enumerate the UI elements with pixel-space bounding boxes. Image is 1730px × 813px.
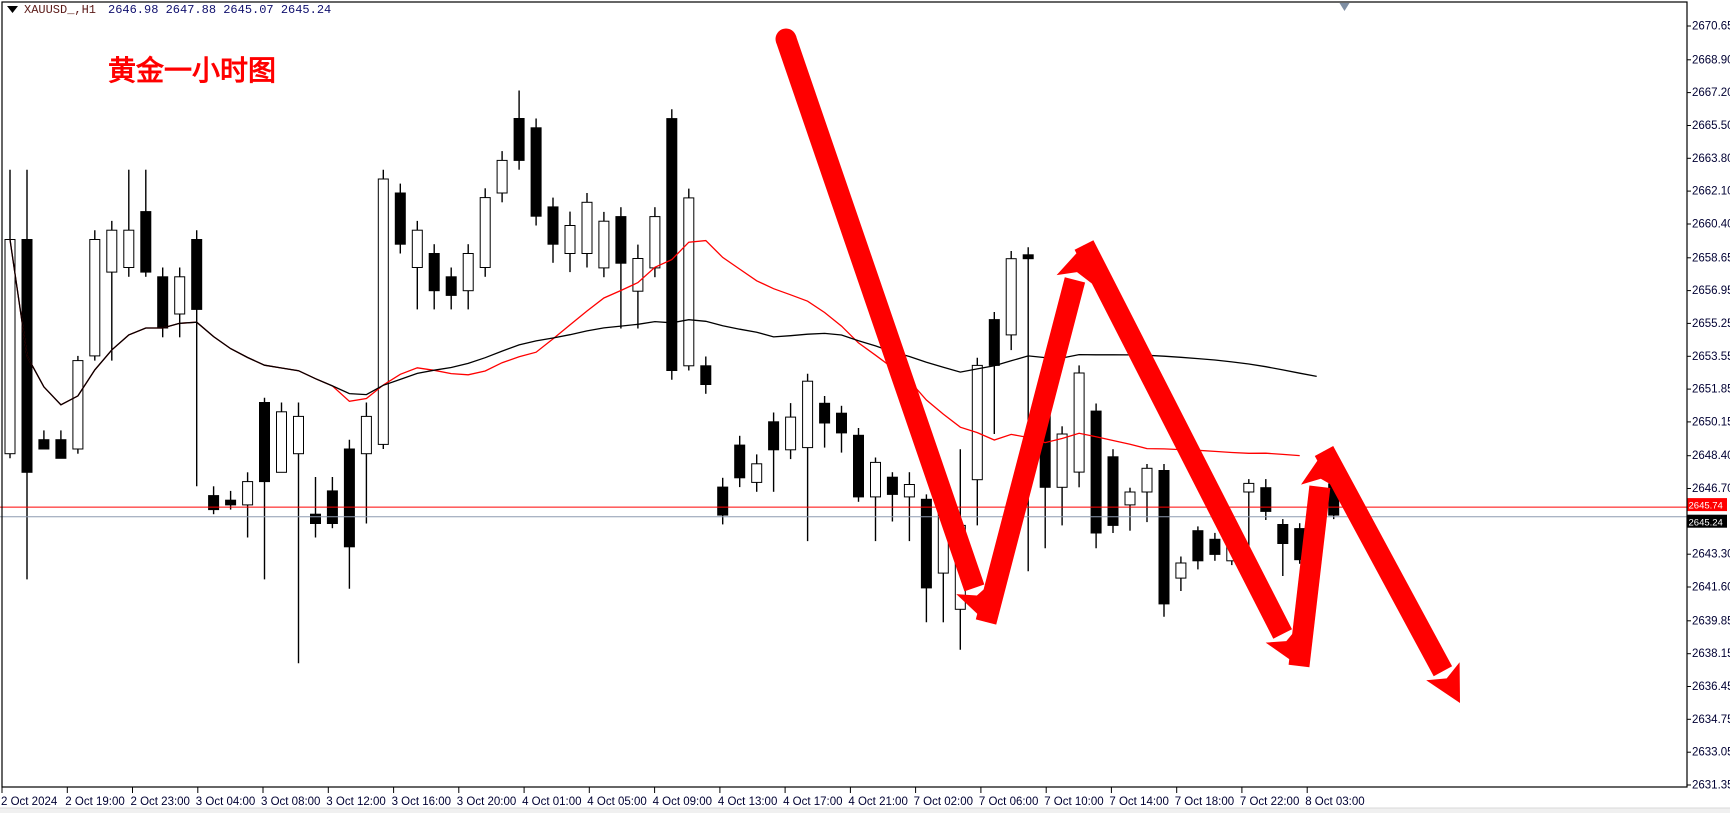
svg-text:7 Oct 02:00: 7 Oct 02:00 bbox=[914, 796, 973, 808]
svg-text:2658.65: 2658.65 bbox=[1692, 252, 1730, 264]
svg-text:2663.80: 2663.80 bbox=[1692, 153, 1730, 165]
svg-text:8 Oct 03:00: 8 Oct 03:00 bbox=[1305, 796, 1364, 808]
svg-text:2634.75: 2634.75 bbox=[1692, 714, 1730, 726]
svg-text:2651.85: 2651.85 bbox=[1692, 384, 1730, 396]
svg-text:3 Oct 12:00: 3 Oct 12:00 bbox=[326, 796, 385, 808]
svg-text:4 Oct 05:00: 4 Oct 05:00 bbox=[587, 796, 646, 808]
svg-text:2 Oct 23:00: 2 Oct 23:00 bbox=[131, 796, 190, 808]
svg-text:7 Oct 10:00: 7 Oct 10:00 bbox=[1044, 796, 1103, 808]
svg-text:2646.98 2647.88 2645.07 2645.2: 2646.98 2647.88 2645.07 2645.24 bbox=[108, 3, 331, 17]
svg-text:2641.60: 2641.60 bbox=[1692, 582, 1730, 594]
svg-text:2655.25: 2655.25 bbox=[1692, 318, 1730, 330]
svg-text:7 Oct 14:00: 7 Oct 14:00 bbox=[1109, 796, 1168, 808]
svg-text:2667.20: 2667.20 bbox=[1692, 87, 1730, 99]
svg-text:2645.74: 2645.74 bbox=[1689, 500, 1723, 511]
svg-text:2638.15: 2638.15 bbox=[1692, 648, 1730, 660]
svg-text:2665.50: 2665.50 bbox=[1692, 120, 1730, 132]
svg-text:黄金一小时图: 黄金一小时图 bbox=[108, 54, 276, 86]
svg-text:2670.65: 2670.65 bbox=[1692, 21, 1730, 33]
svg-text:3 Oct 20:00: 3 Oct 20:00 bbox=[457, 796, 516, 808]
svg-text:3 Oct 08:00: 3 Oct 08:00 bbox=[261, 796, 320, 808]
svg-text:4 Oct 09:00: 4 Oct 09:00 bbox=[653, 796, 712, 808]
svg-text:2639.85: 2639.85 bbox=[1692, 615, 1730, 627]
svg-text:7 Oct 22:00: 7 Oct 22:00 bbox=[1240, 796, 1299, 808]
svg-text:4 Oct 17:00: 4 Oct 17:00 bbox=[783, 796, 842, 808]
svg-text:4 Oct 21:00: 4 Oct 21:00 bbox=[848, 796, 907, 808]
svg-text:2 Oct 19:00: 2 Oct 19:00 bbox=[65, 796, 124, 808]
svg-text:7 Oct 18:00: 7 Oct 18:00 bbox=[1175, 796, 1234, 808]
svg-text:2660.40: 2660.40 bbox=[1692, 219, 1730, 231]
svg-text:2636.45: 2636.45 bbox=[1692, 681, 1730, 693]
svg-text:4 Oct 01:00: 4 Oct 01:00 bbox=[522, 796, 581, 808]
svg-text:4 Oct 13:00: 4 Oct 13:00 bbox=[718, 796, 777, 808]
svg-text:7 Oct 06:00: 7 Oct 06:00 bbox=[979, 796, 1038, 808]
svg-text:2653.55: 2653.55 bbox=[1692, 351, 1730, 363]
svg-text:2648.40: 2648.40 bbox=[1692, 450, 1730, 462]
svg-text:2645.24: 2645.24 bbox=[1689, 517, 1723, 528]
svg-text:2646.70: 2646.70 bbox=[1692, 483, 1730, 495]
svg-text:2643.30: 2643.30 bbox=[1692, 549, 1730, 561]
svg-text:3 Oct 16:00: 3 Oct 16:00 bbox=[392, 796, 451, 808]
svg-text:2633.05: 2633.05 bbox=[1692, 747, 1730, 759]
svg-text:2 Oct 2024: 2 Oct 2024 bbox=[1, 796, 58, 808]
svg-text:3 Oct 04:00: 3 Oct 04:00 bbox=[196, 796, 255, 808]
svg-text:2668.90: 2668.90 bbox=[1692, 54, 1730, 66]
svg-text:2662.10: 2662.10 bbox=[1692, 186, 1730, 198]
svg-text:XAUUSD_,H1: XAUUSD_,H1 bbox=[24, 3, 96, 17]
svg-text:2656.95: 2656.95 bbox=[1692, 285, 1730, 297]
svg-text:2650.15: 2650.15 bbox=[1692, 416, 1730, 428]
svg-text:2631.35: 2631.35 bbox=[1692, 780, 1730, 792]
